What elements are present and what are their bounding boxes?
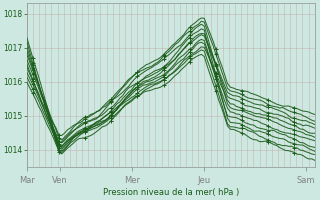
X-axis label: Pression niveau de la mer( hPa ): Pression niveau de la mer( hPa ) [103,188,239,197]
